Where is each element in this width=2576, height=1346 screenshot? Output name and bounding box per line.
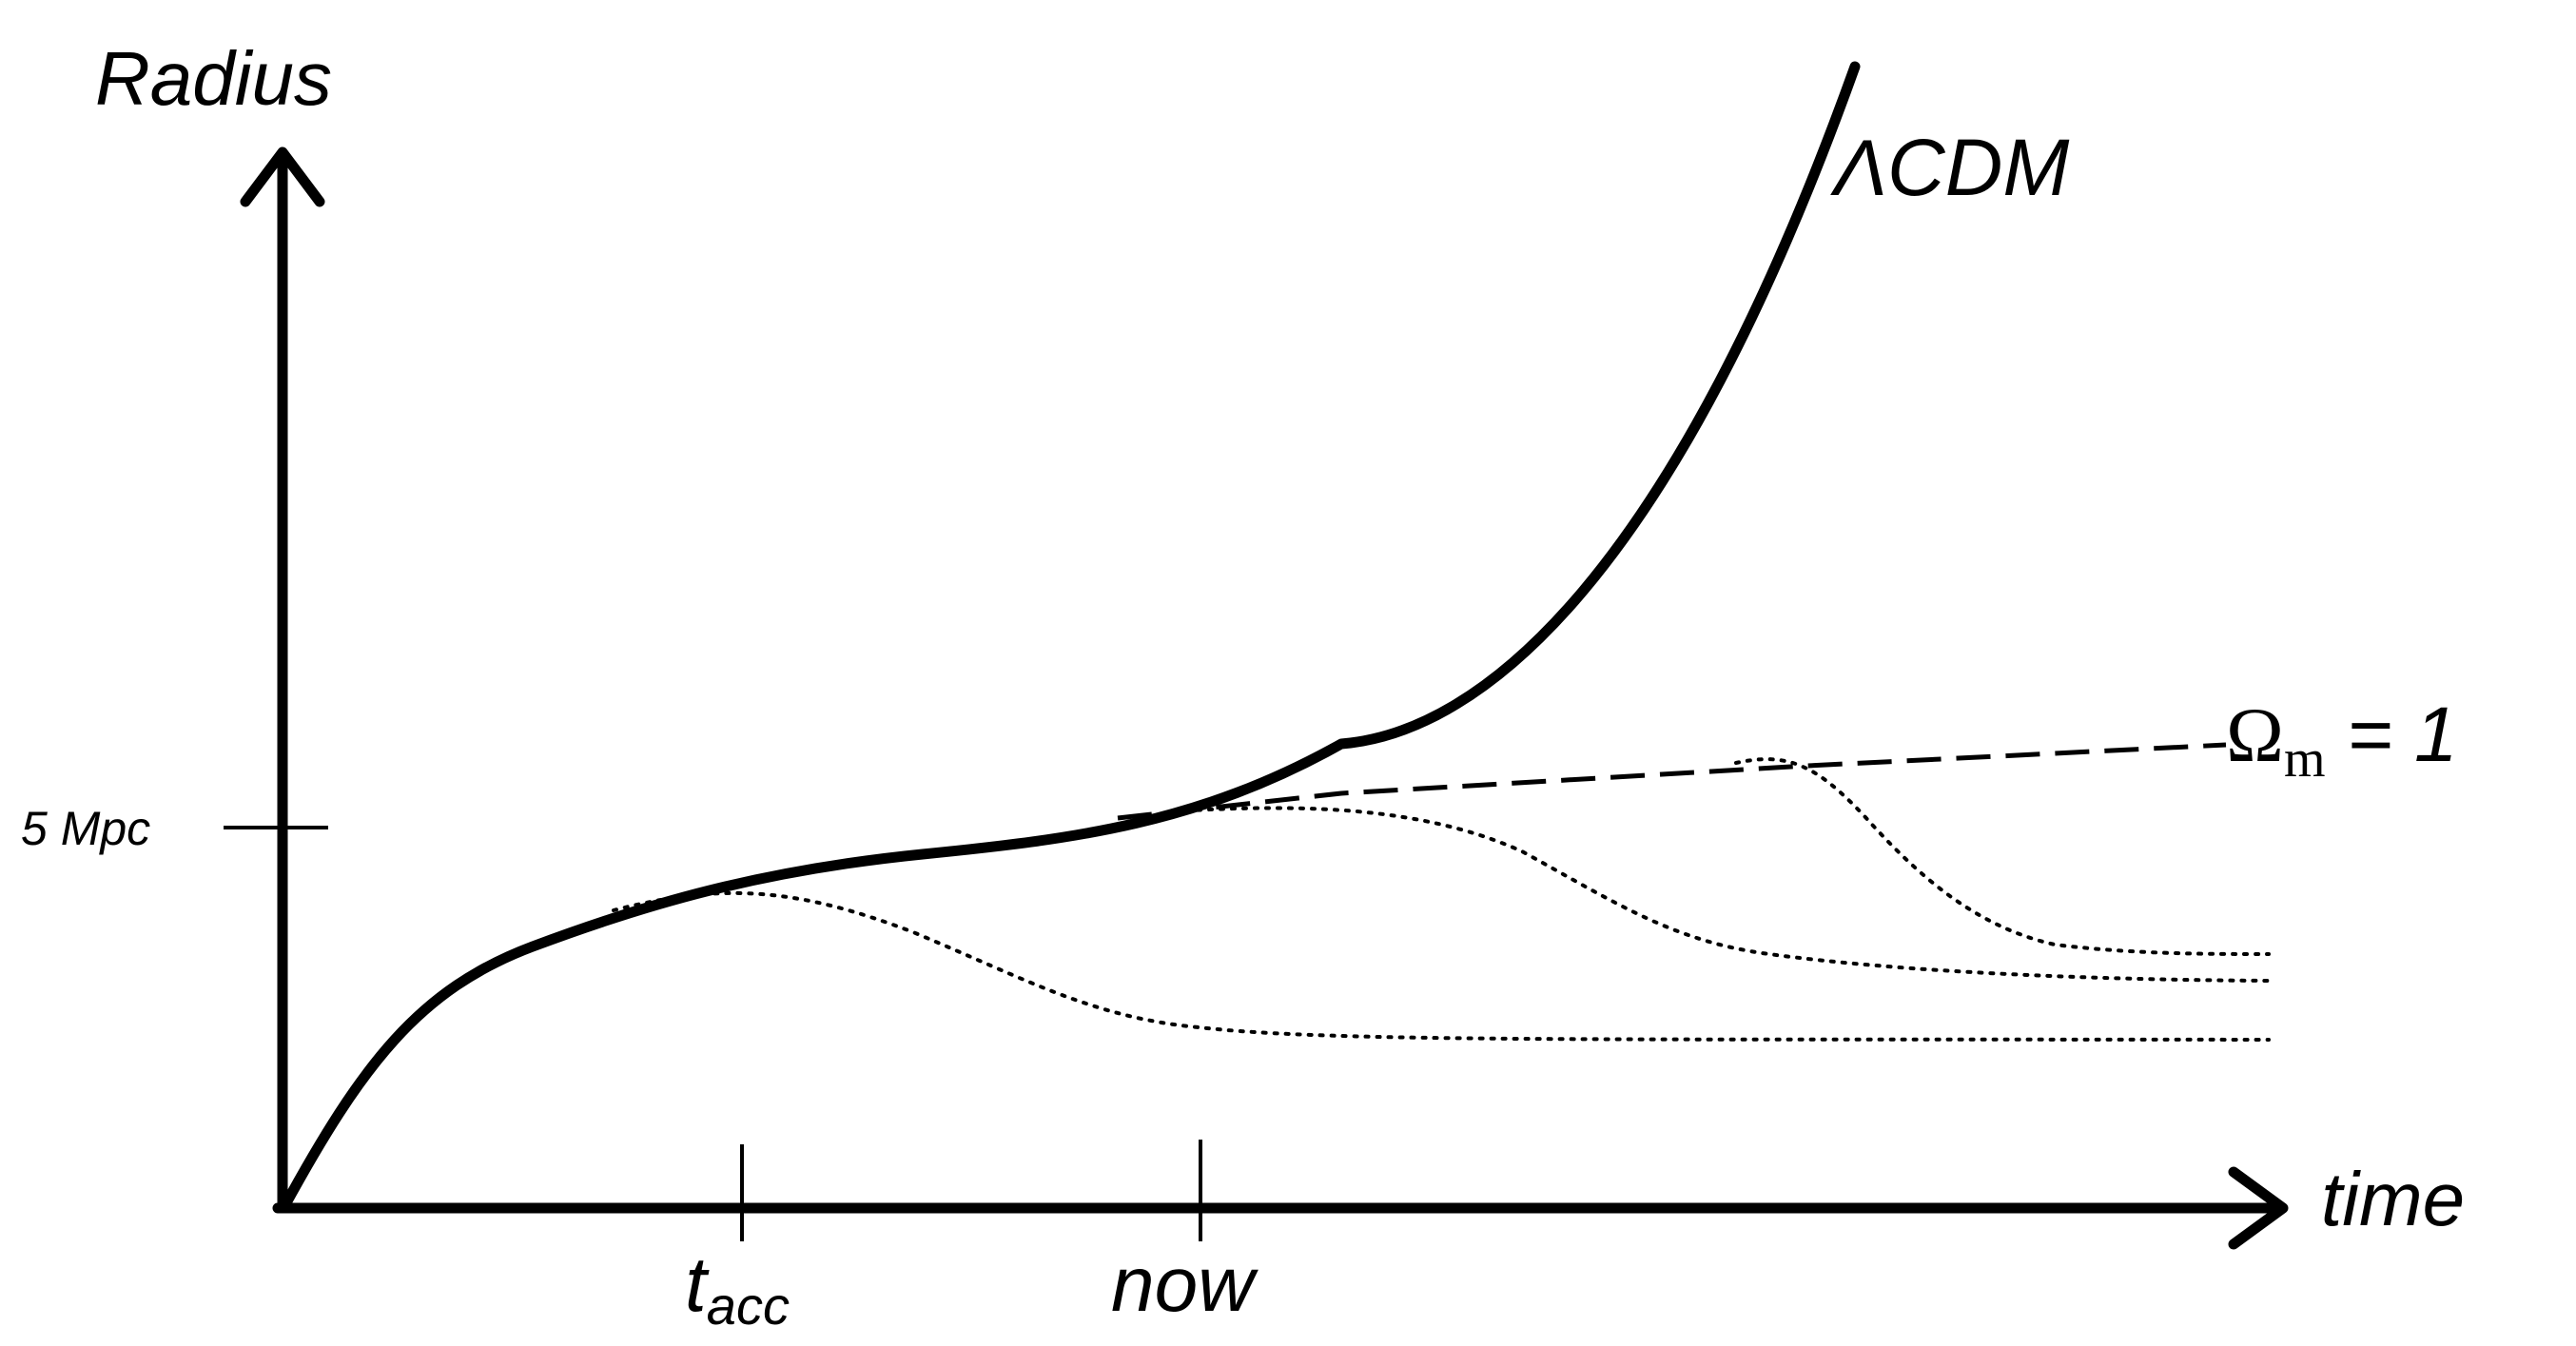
omega-m-equals-1-dashed-line <box>1117 742 2227 821</box>
dotted-curve-from-future <box>1734 757 2271 956</box>
omega-symbol: Ω <box>2226 692 2284 778</box>
y-tick-label-5mpc: 5 Mpc <box>21 802 150 855</box>
omega-equals-one: = 1 <box>2326 692 2458 778</box>
omega-m-label: Ωm = 1 <box>2226 692 2458 789</box>
x-tick-label-now: now <box>1111 1241 1259 1328</box>
lambda-cdm-curve <box>278 61 1861 1214</box>
lambda-cdm-label: ΛCDM <box>1830 123 2069 212</box>
x-axis-label: time <box>2321 1157 2465 1241</box>
x-tick-label-t-acc: tacc <box>685 1241 790 1336</box>
x-axis-arrowhead <box>2228 1166 2289 1250</box>
t-acc-main: t <box>685 1241 710 1328</box>
t-acc-subscript: acc <box>707 1276 790 1336</box>
omega-subscript: m <box>2284 730 2326 789</box>
dotted-curve-from-t-acc <box>612 890 2271 1042</box>
y-axis-arrowhead <box>240 146 325 207</box>
y-axis-label: Radius <box>95 36 332 121</box>
dotted-curve-from-now <box>1173 806 2271 983</box>
